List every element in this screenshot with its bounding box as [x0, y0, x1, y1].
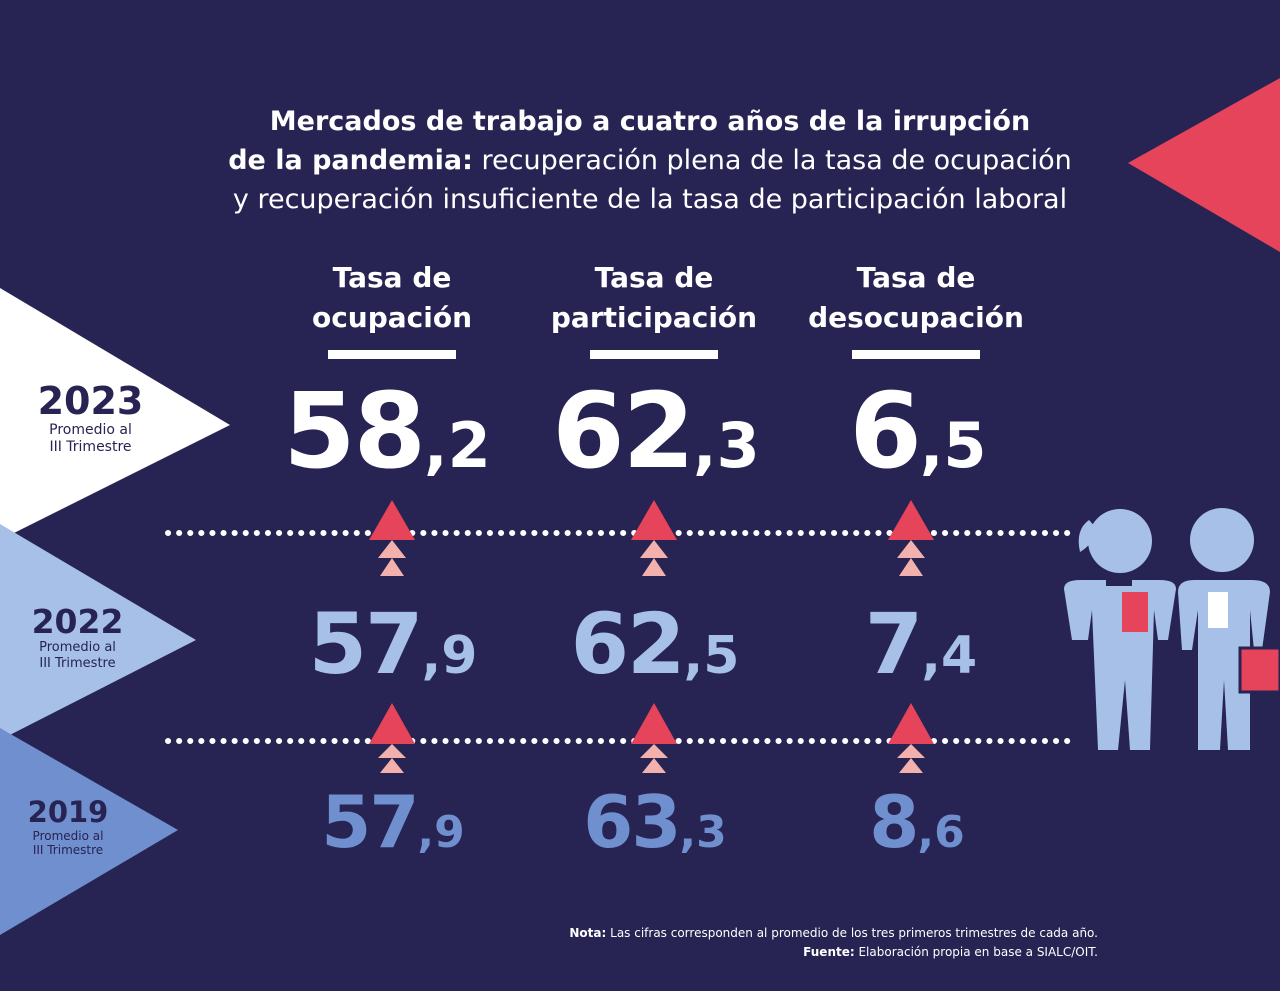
year-label-2023: 2023 Promedio al III Trimestre — [18, 380, 163, 456]
year: 2023 — [37, 379, 144, 423]
year: 2022 — [31, 602, 124, 641]
up-arrow-icon — [631, 703, 677, 773]
year-banner-2019 — [0, 728, 178, 935]
value-decimal: ,5 — [683, 626, 740, 686]
year-sub2: III Trimestre — [49, 439, 132, 455]
up-arrow-icon — [888, 500, 934, 576]
value-integer: 7 — [864, 595, 923, 693]
up-arrow-icon — [369, 500, 415, 576]
year-banner-2023 — [0, 288, 230, 540]
column-underline — [328, 350, 456, 359]
value-2019-participacion: 63,3 — [545, 782, 765, 862]
up-arrow-icon — [888, 703, 934, 773]
value-integer: 8 — [869, 780, 919, 864]
title-line1: Mercados de trabajo a cuatro años de la … — [269, 106, 1031, 137]
column-header-line1: Tasa de — [856, 261, 976, 294]
value-decimal: ,2 — [424, 409, 491, 482]
year-label-2019: 2019 Promedio al III Trimestre — [6, 795, 130, 858]
column-header-line1: Tasa de — [332, 261, 452, 294]
year-label-2022: 2022 Promedio al III Trimestre — [10, 603, 145, 672]
year-banner-2022 — [0, 524, 196, 740]
up-arrow-icon — [631, 500, 677, 576]
value-decimal: ,3 — [679, 807, 727, 858]
title-line3: y recuperación insuficiente de la tasa d… — [232, 184, 1068, 215]
value-integer: 57 — [321, 780, 419, 864]
year-sub2: III Trimestre — [32, 843, 104, 857]
year-sub1: Promedio al — [49, 422, 132, 438]
value-integer: 57 — [308, 595, 424, 693]
source-label: Fuente: — [803, 945, 855, 959]
value-2023-desocupacion: 6,5 — [783, 376, 1053, 486]
column-header-line2: participación — [550, 301, 758, 334]
title-line2-bold: de la pandemia: — [228, 145, 473, 176]
column-header-line2: ocupación — [311, 301, 473, 334]
year-sub2: III Trimestre — [39, 656, 116, 671]
year-sub1: Promedio al — [39, 640, 116, 655]
value-2019-desocupacion: 8,6 — [807, 782, 1027, 862]
title-line2-rest: recuperación plena de la tasa de ocupaci… — [472, 145, 1072, 176]
up-arrow-icon — [369, 703, 415, 773]
value-decimal: ,5 — [919, 409, 987, 482]
value-2023-participacion: 62,3 — [521, 376, 791, 486]
value-integer: 62 — [552, 370, 695, 492]
woman-icon — [1064, 509, 1176, 750]
note-text: Las cifras corresponden al promedio de l… — [606, 926, 1098, 940]
value-2022-desocupacion: 7,4 — [796, 598, 1046, 690]
column-header-line2: desocupación — [808, 301, 1024, 334]
value-decimal: ,9 — [421, 626, 478, 686]
column-underline — [590, 350, 718, 359]
value-decimal: ,4 — [921, 626, 978, 686]
value-integer: 62 — [570, 595, 686, 693]
note-line: Nota: Las cifras corresponden al promedi… — [569, 924, 1098, 943]
column-header-line1: Tasa de — [594, 261, 714, 294]
value-2019-ocupacion: 57,9 — [283, 782, 503, 862]
column-header-ocupacion: Tasa de ocupación — [247, 258, 537, 338]
source-text: Elaboración propia en base a SIALC/OIT. — [854, 945, 1098, 959]
value-integer: 6 — [849, 370, 921, 492]
value-decimal: ,3 — [693, 409, 760, 482]
man-icon — [1178, 508, 1280, 750]
value-2022-ocupacion: 57,9 — [268, 598, 518, 690]
column-underline — [852, 350, 980, 359]
year-sub1: Promedio al — [32, 829, 104, 843]
red-triangle-decoration — [1128, 78, 1280, 252]
year: 2019 — [27, 795, 109, 829]
source-line: Fuente: Elaboración propia en base a SIA… — [569, 943, 1098, 962]
value-decimal: ,6 — [917, 807, 965, 858]
value-integer: 58 — [283, 370, 426, 492]
note-label: Nota: — [569, 926, 607, 940]
footnotes: Nota: Las cifras corresponden al promedi… — [569, 924, 1098, 962]
value-integer: 63 — [583, 780, 681, 864]
title: Mercados de trabajo a cuatro años de la … — [150, 102, 1150, 219]
column-header-desocupacion: Tasa de desocupación — [771, 258, 1061, 338]
value-2022-participacion: 62,5 — [530, 598, 780, 690]
column-header-participacion: Tasa de participación — [509, 258, 799, 338]
value-decimal: ,9 — [417, 807, 465, 858]
value-2023-ocupacion: 58,2 — [252, 376, 522, 486]
